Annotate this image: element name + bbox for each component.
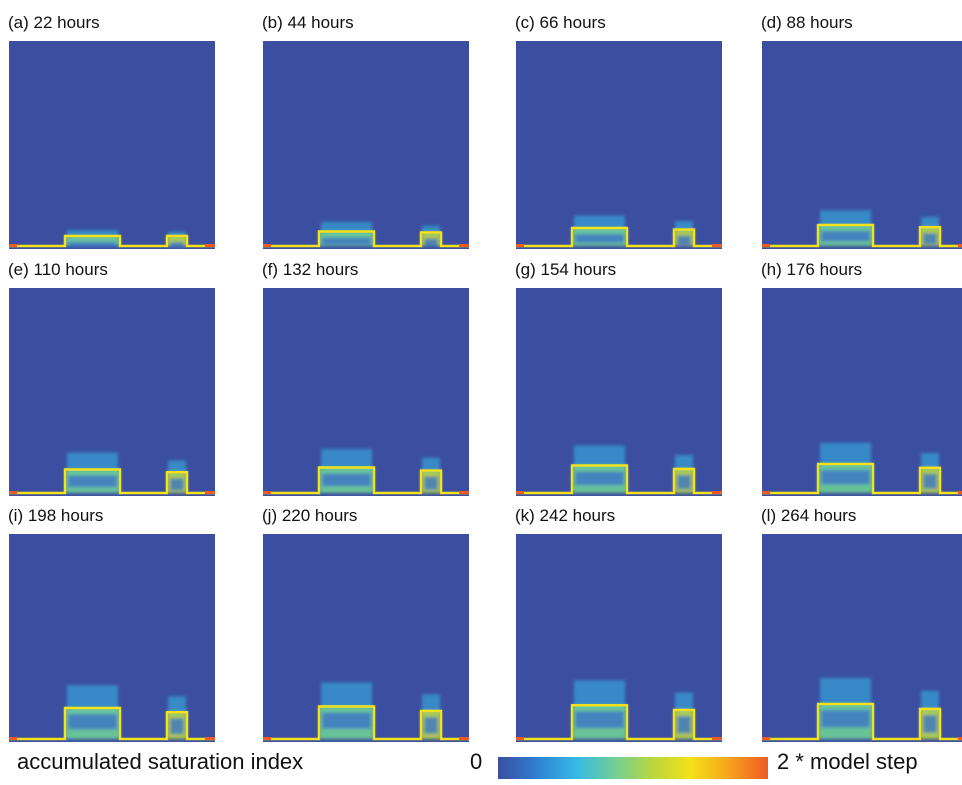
obstacle-large xyxy=(65,236,120,246)
saturation-halo xyxy=(321,449,372,472)
panel-label: (j) 220 hours xyxy=(262,506,358,525)
panel-label: (f) 132 hours xyxy=(262,260,359,279)
edge-hotspot xyxy=(516,737,524,740)
ground-saturation-line xyxy=(762,223,962,248)
edge-hotspot xyxy=(263,491,271,494)
obstacle-core xyxy=(821,231,870,242)
panel-label: (b) 44 hours xyxy=(262,13,354,32)
simulation-field xyxy=(762,534,962,742)
edge-hotspot xyxy=(958,737,962,740)
ground-saturation-line xyxy=(263,705,469,741)
saturation-halo xyxy=(422,225,440,237)
simulation-field xyxy=(762,288,962,496)
panel-label: (k) 242 hours xyxy=(515,506,616,525)
obstacle-core xyxy=(424,476,438,491)
ground-saturation-line xyxy=(516,464,722,495)
edge-hotspot xyxy=(712,491,722,494)
obstacle-core xyxy=(923,715,937,733)
obstacle-small xyxy=(167,236,187,246)
simulation-field xyxy=(9,288,215,496)
obstacle-core xyxy=(170,478,184,491)
ground-saturation-line xyxy=(516,226,722,248)
panel-label: (c) 66 hours xyxy=(515,13,606,32)
obstacle-core xyxy=(322,473,371,487)
obstacle-core xyxy=(677,235,691,246)
edge-hotspot xyxy=(712,244,722,247)
simulation-field xyxy=(9,534,215,742)
edge-hotspot xyxy=(205,737,215,740)
edge-hotspot xyxy=(9,737,17,740)
obstacle-core xyxy=(170,242,184,248)
colorbar-title: accumulated saturation index xyxy=(17,749,304,774)
simulation-field xyxy=(762,41,962,249)
edge-hotspot xyxy=(9,244,17,247)
panel-label: (a) 22 hours xyxy=(8,13,100,32)
simulation-field xyxy=(263,41,469,249)
panel-label: (i) 198 hours xyxy=(8,506,104,525)
ground-saturation-line xyxy=(9,468,215,495)
obstacle-core xyxy=(170,718,184,735)
obstacle-core xyxy=(575,471,624,486)
colorbar xyxy=(498,757,768,779)
panel-label: (e) 110 hours xyxy=(8,260,108,279)
simulation-field xyxy=(9,41,215,249)
ground-saturation-line xyxy=(263,466,469,495)
simulation-field xyxy=(516,534,722,742)
obstacle-core xyxy=(821,470,870,485)
obstacle-core xyxy=(68,242,117,247)
edge-hotspot xyxy=(762,491,770,494)
saturation-halo xyxy=(67,452,118,474)
edge-hotspot xyxy=(9,491,17,494)
saturation-halo xyxy=(422,694,440,715)
obstacle-core xyxy=(68,475,117,488)
obstacle-core xyxy=(424,238,438,247)
field-background xyxy=(263,41,469,249)
simulation-field xyxy=(516,41,722,249)
simulation-field xyxy=(263,288,469,496)
edge-hotspot xyxy=(459,244,469,247)
obstacle-core xyxy=(424,717,438,734)
edge-hotspot xyxy=(263,737,271,740)
ground-saturation-line xyxy=(263,230,469,248)
saturation-halo xyxy=(921,690,939,713)
field-background xyxy=(9,41,215,249)
ground-saturation-line xyxy=(9,706,215,741)
obstacle-core xyxy=(923,473,937,489)
colorbar-min-label: 0 xyxy=(470,749,483,774)
colorbar-max-label: 2 * model step xyxy=(777,749,918,774)
ground-saturation-line xyxy=(762,462,962,495)
edge-hotspot xyxy=(712,737,722,740)
edge-hotspot xyxy=(205,244,215,247)
panel-label: (g) 154 hours xyxy=(515,260,617,279)
panel-label: (l) 264 hours xyxy=(761,506,857,525)
edge-hotspot xyxy=(459,737,469,740)
edge-hotspot xyxy=(762,244,770,247)
obstacle-core xyxy=(575,711,624,729)
edge-hotspot xyxy=(459,491,469,494)
obstacle-core xyxy=(575,234,624,243)
panel-label: (d) 88 hours xyxy=(761,13,853,32)
simulation-field xyxy=(516,288,722,496)
edge-hotspot xyxy=(762,737,770,740)
obstacle-core xyxy=(68,714,117,730)
edge-hotspot xyxy=(516,244,524,247)
simulation-field xyxy=(263,534,469,742)
edge-hotspot xyxy=(516,491,524,494)
panel-label: (h) 176 hours xyxy=(761,260,863,279)
edge-hotspot xyxy=(205,491,215,494)
ground-saturation-line xyxy=(516,704,722,741)
obstacle-core xyxy=(677,716,691,734)
saturation-halo xyxy=(675,692,693,714)
obstacle-core xyxy=(677,475,691,490)
obstacle-core xyxy=(322,237,371,245)
edge-hotspot xyxy=(958,244,962,247)
field-background xyxy=(516,41,722,249)
edge-hotspot xyxy=(958,491,962,494)
obstacle-core xyxy=(821,710,870,728)
obstacle-core xyxy=(322,712,371,729)
edge-hotspot xyxy=(263,244,271,247)
ground-saturation-line xyxy=(9,234,215,248)
ground-saturation-line xyxy=(762,702,962,741)
obstacle-core xyxy=(923,233,937,245)
